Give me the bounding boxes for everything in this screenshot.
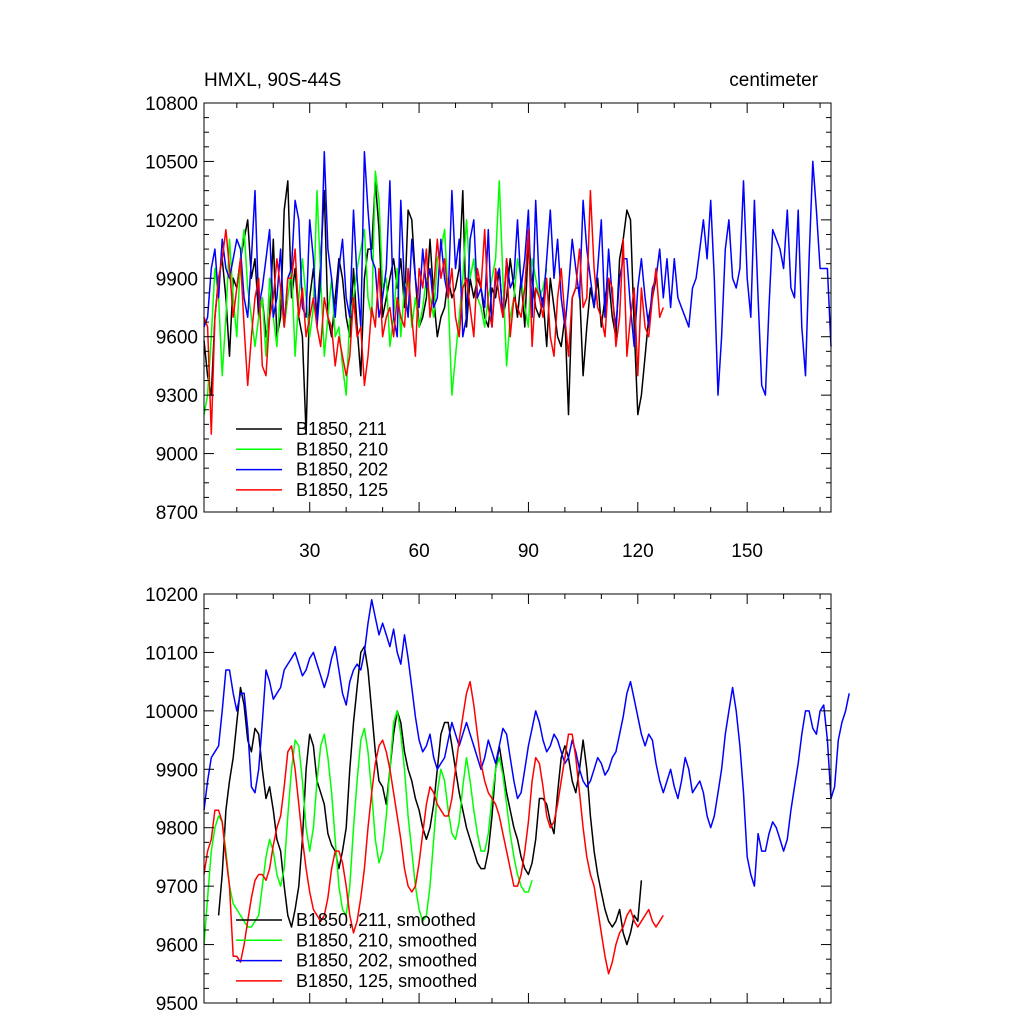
bottom-panel-series bbox=[203, 599, 850, 975]
legend-label: B1850, 211 bbox=[296, 419, 387, 439]
series-line-top-1 bbox=[203, 170, 548, 415]
y-tick-label: 10800 bbox=[145, 94, 198, 115]
y-tick-label: 10100 bbox=[145, 643, 198, 664]
legend-label: B1850, 211, smoothed bbox=[296, 910, 476, 930]
y-tick-label: 9700 bbox=[156, 877, 198, 898]
series-line-bottom-1 bbox=[203, 710, 533, 945]
y-tick-label: 9500 bbox=[156, 994, 198, 1015]
bottom-panel-axes: 9500 9600 9700 9800 9900 10000 10100 10200 bbox=[145, 585, 832, 1015]
y-tick-label: 9300 bbox=[156, 386, 198, 407]
top-panel-units: centimeter bbox=[729, 70, 818, 91]
y-tick-label: 10200 bbox=[145, 585, 198, 606]
legend-label: B1850, 210 bbox=[296, 439, 388, 459]
top-panel-title: HMXL, 90S-44S bbox=[204, 70, 341, 91]
x-tick-label: 30 bbox=[299, 541, 320, 562]
y-tick-label: 9600 bbox=[156, 936, 198, 957]
series-line-top-2 bbox=[203, 150, 832, 396]
series-line-bottom-0 bbox=[217, 645, 643, 946]
legend-label: B1850, 210, smoothed bbox=[296, 930, 477, 950]
y-tick-label: 9000 bbox=[156, 445, 198, 466]
series-line-top-0 bbox=[203, 180, 657, 435]
y-tick-label: 8700 bbox=[156, 503, 198, 524]
x-tick-label: 150 bbox=[731, 541, 763, 562]
legend-label: B1850, 125, smoothed bbox=[296, 971, 477, 991]
series-line-bottom-2 bbox=[203, 599, 850, 887]
y-tick-label: 9600 bbox=[156, 328, 198, 349]
x-tick-label: 120 bbox=[622, 541, 654, 562]
y-tick-label: 9900 bbox=[156, 760, 198, 781]
y-tick-label: 10000 bbox=[145, 702, 198, 723]
y-tick-label: 9800 bbox=[156, 819, 198, 840]
y-tick-label: 10500 bbox=[145, 152, 198, 173]
series-line-top-3 bbox=[203, 189, 665, 435]
legend-label: B1850, 125 bbox=[296, 480, 388, 500]
top-panel-series bbox=[203, 150, 832, 435]
top-panel: HMXL, 90S-44S centimeter 8700 9000 9300 960… bbox=[145, 70, 832, 562]
y-tick-label: 9900 bbox=[156, 269, 198, 290]
series-line-bottom-3 bbox=[203, 680, 664, 975]
bottom-panel: 9500 9600 9700 9800 9900 10000 10100 10200 B185… bbox=[145, 585, 850, 1015]
top-panel-axes: 8700 9000 9300 9600 9900 10200 10500 10800 30 60 9… bbox=[145, 94, 832, 562]
legend-label: B1850, 202 bbox=[296, 460, 388, 480]
legend-label: B1850, 202, smoothed bbox=[296, 951, 477, 971]
x-tick-label: 60 bbox=[409, 541, 430, 562]
x-tick-label: 90 bbox=[518, 541, 539, 562]
y-tick-label: 10200 bbox=[145, 211, 198, 232]
